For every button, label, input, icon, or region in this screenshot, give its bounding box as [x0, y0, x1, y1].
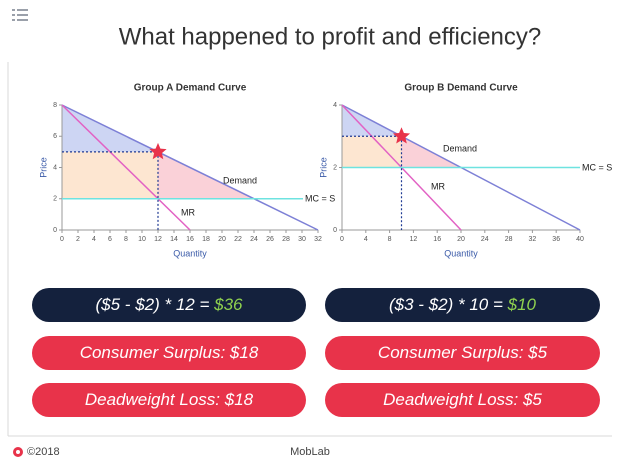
profit-box: ($5 - $2) * 12 = $36 [32, 288, 306, 322]
y-tick-label: 2 [333, 164, 337, 171]
x-tick-label: 4 [92, 236, 96, 243]
series-label-bg [303, 193, 337, 205]
optimum-star [392, 127, 411, 144]
deadweight-loss-box: Deadweight Loss: $18 [32, 383, 306, 417]
x-tick-label: 0 [340, 236, 344, 243]
profit-area [62, 151, 158, 199]
chart-title: Group B Demand Curve [404, 83, 518, 94]
x-axis-label: Quantity [173, 248, 207, 258]
x-tick-label: 28 [505, 236, 513, 243]
series-label: MC = S [305, 193, 335, 203]
x-tick-label: 20 [218, 236, 226, 243]
series-label: MR [181, 207, 195, 217]
x-tick-label: 4 [364, 236, 368, 243]
x-tick-label: 8 [388, 236, 392, 243]
series-label: MR [431, 181, 445, 191]
brand: MobLab [290, 446, 330, 458]
x-tick-label: 12 [410, 236, 418, 243]
y-tick-label: 4 [333, 102, 337, 109]
x-tick-label: 16 [186, 236, 194, 243]
x-tick-label: 36 [552, 236, 560, 243]
x-tick-label: 40 [576, 236, 584, 243]
series-label: MC = S [582, 162, 612, 172]
x-tick-label: 24 [481, 236, 489, 243]
y-tick-label: 8 [53, 102, 57, 109]
x-tick-label: 14 [170, 236, 178, 243]
consumer-surplus-box: Consumer Surplus: $5 [325, 336, 600, 370]
x-tick-label: 22 [234, 236, 242, 243]
copyright: ©2018 [27, 446, 60, 458]
series-line [61, 104, 191, 231]
chart: Group B Demand Curve Quantity Price 0 4 8 12 16… [318, 83, 614, 258]
series-label-bg [580, 162, 614, 174]
menu-icon [12, 9, 28, 21]
profit-formula: ($3 - $2) * 10 = [389, 295, 508, 314]
y-tick-label: 2 [53, 196, 57, 203]
y-axis-label: Price [38, 157, 48, 178]
x-tick-label: 0 [60, 236, 64, 243]
profit-box: ($3 - $2) * 10 = $10 [325, 288, 600, 322]
x-tick-label: 28 [282, 236, 290, 243]
profit-area [342, 136, 402, 168]
x-tick-label: 8 [124, 236, 128, 243]
y-tick-label: 0 [53, 227, 57, 234]
x-tick-label: 32 [314, 236, 322, 243]
x-tick-label: 6 [108, 236, 112, 243]
logo [13, 447, 23, 457]
x-tick-label: 30 [298, 236, 306, 243]
profit-formula: ($5 - $2) * 12 = [95, 295, 215, 314]
y-tick-label: 0 [333, 227, 337, 234]
x-tick-label: 24 [250, 236, 258, 243]
y-tick-label: 4 [53, 164, 57, 171]
x-tick-label: 12 [154, 236, 162, 243]
x-tick-label: 18 [202, 236, 210, 243]
slide-title: What happened to profit and efficiency? [119, 23, 542, 50]
x-tick-label: 20 [457, 236, 465, 243]
x-tick-label: 26 [266, 236, 274, 243]
series-line [61, 104, 319, 231]
optimum-star [149, 142, 167, 160]
chart-title: Group A Demand Curve [134, 83, 247, 94]
y-tick-label: 6 [53, 133, 57, 140]
profit-result: $36 [214, 295, 243, 314]
x-tick-label: 10 [138, 236, 146, 243]
deadweight-loss-box: Deadweight Loss: $5 [325, 383, 600, 417]
x-tick-label: 16 [433, 236, 441, 243]
x-axis-label: Quantity [444, 248, 478, 258]
x-tick-label: 2 [76, 236, 80, 243]
profit-result: $10 [507, 295, 536, 314]
series-label: Demand [443, 143, 477, 153]
series-label: Demand [223, 175, 257, 185]
consumer-surplus-box: Consumer Surplus: $18 [32, 336, 306, 370]
x-tick-label: 32 [529, 236, 537, 243]
y-axis-label: Price [318, 157, 328, 178]
